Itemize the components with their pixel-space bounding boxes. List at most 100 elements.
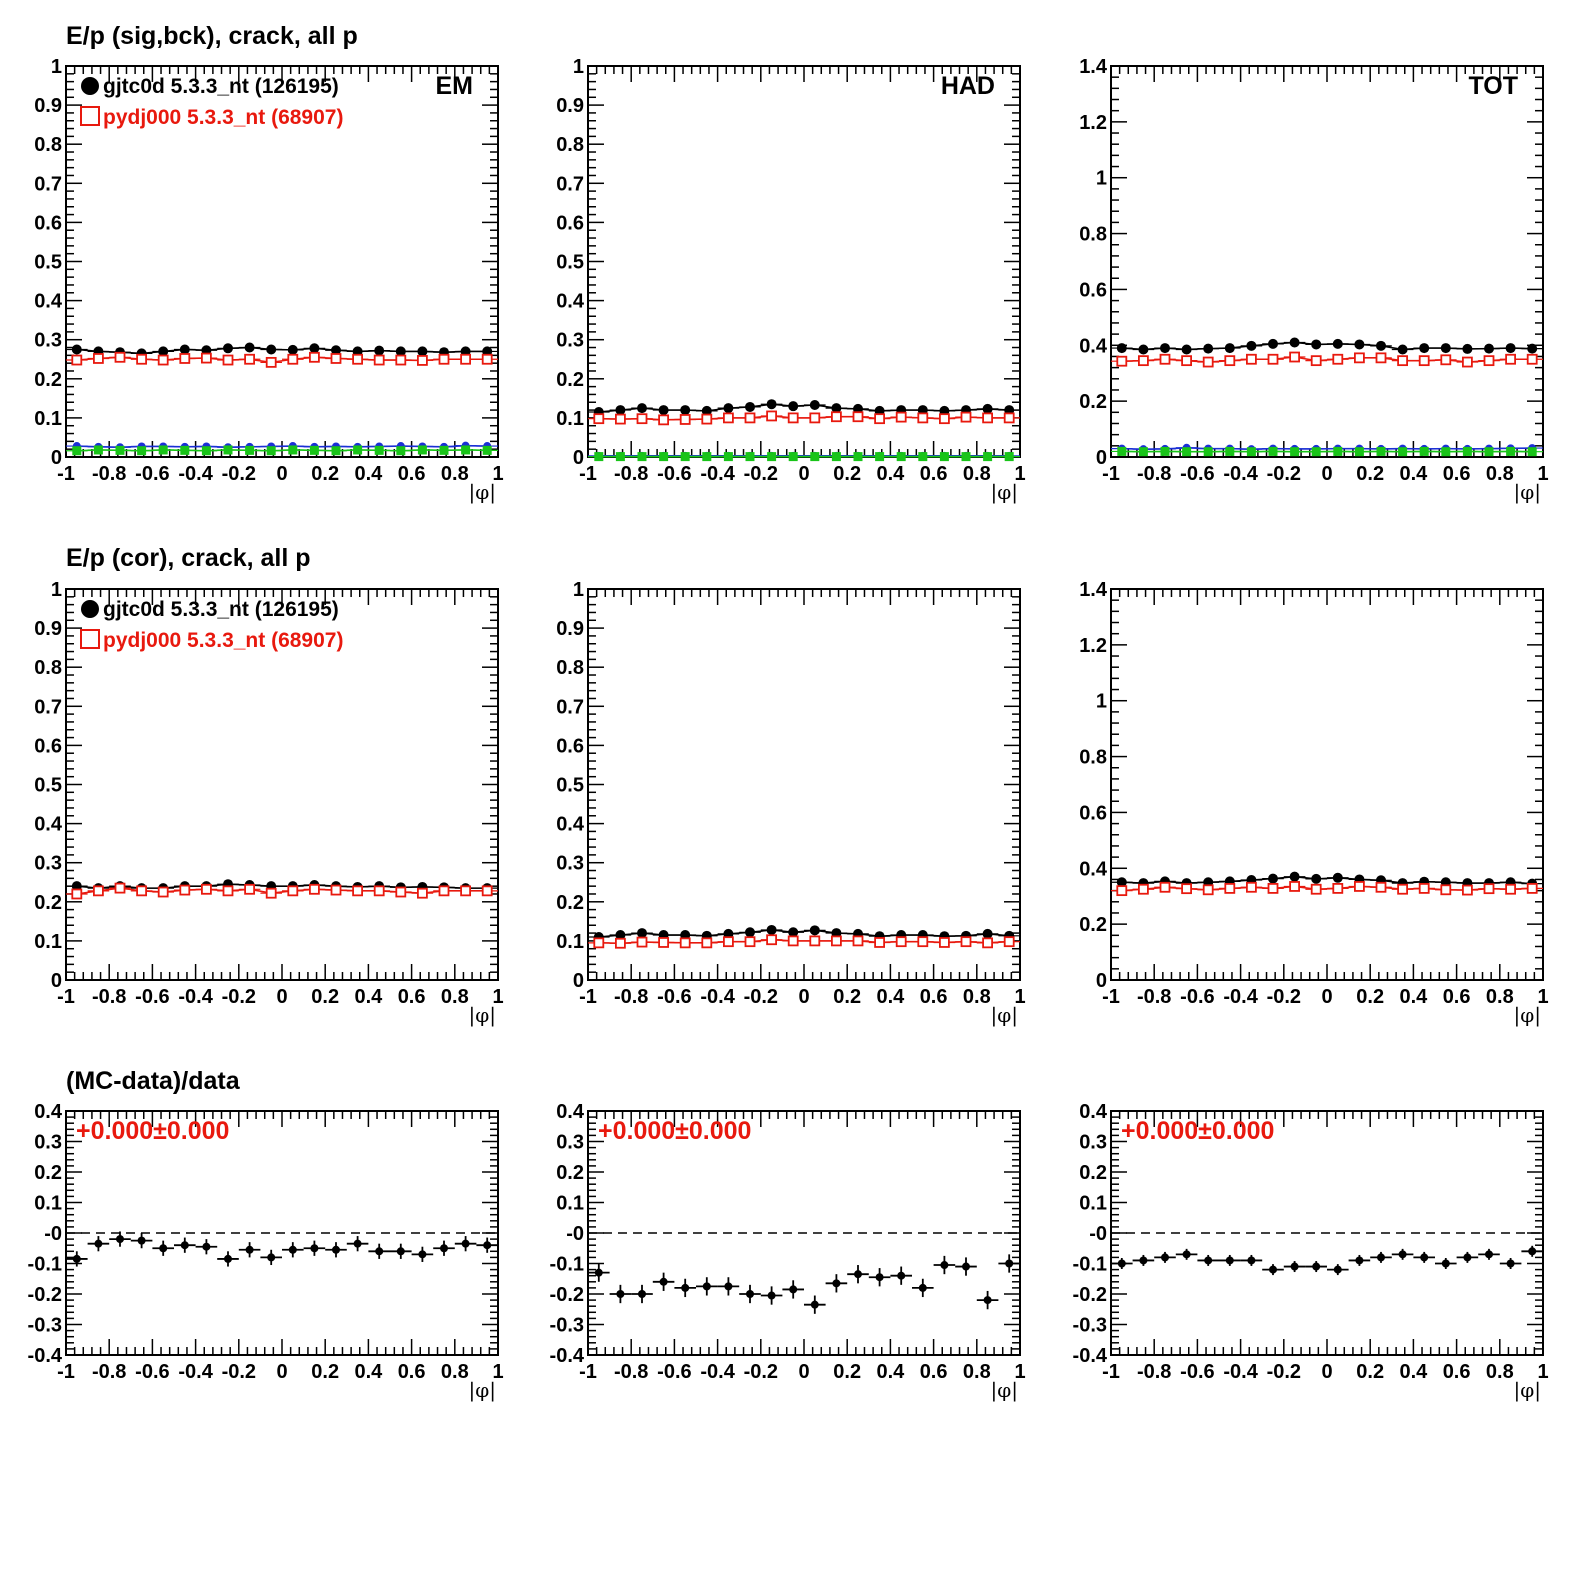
- data-point: [809, 925, 820, 936]
- x-tick-label: 0.2: [833, 1361, 861, 1383]
- series-open-square: [66, 882, 498, 900]
- bck-mc-point: [223, 445, 233, 455]
- x-tick-label: 0.6: [398, 1361, 426, 1383]
- bck-mc-point: [831, 452, 841, 462]
- bck-mc-point: [875, 452, 885, 462]
- mc-point: [352, 885, 364, 897]
- panel-cor-tot: 0 0.2 0.4 0.6 0.8 1 1.2 1.4 -1 -0.8 -0.6 -0.4 -0.2 0 0…: [1079, 579, 1548, 1028]
- ratio-point: [159, 1244, 168, 1253]
- x-tick-label: -0.8: [1137, 986, 1171, 1008]
- y-tick-label: 0: [573, 447, 584, 469]
- bck-mc-point: [659, 452, 669, 462]
- ratio-point: [1005, 1259, 1014, 1268]
- y-tick-label: 0.1: [556, 408, 584, 430]
- data-point: [1354, 339, 1365, 350]
- mc-point: [416, 887, 428, 899]
- mc-point: [831, 935, 842, 947]
- x-tick-label: 0: [1321, 1361, 1332, 1383]
- x-axis-label: |φ|: [991, 1378, 1018, 1403]
- fit-note: +0.000±0.000: [598, 1117, 751, 1145]
- bck-mc-point: [137, 446, 147, 456]
- x-tick-label: -0.6: [1180, 1361, 1214, 1383]
- x-tick-label: -1: [1102, 1361, 1120, 1383]
- y-tick-label: 0.4: [556, 291, 585, 313]
- x-tick-label: 1: [1014, 1361, 1025, 1383]
- mc-point: [1246, 353, 1257, 365]
- mc-point: [1159, 881, 1171, 893]
- data-point: [1484, 343, 1494, 354]
- y-tick-label: 0.3: [556, 853, 584, 875]
- mc-point: [416, 355, 428, 366]
- y-tick-label: -0.4: [550, 1345, 585, 1367]
- plot-frame: [587, 65, 1021, 458]
- legend-mc-label: pydj000 5.3.3_nt (68907): [103, 629, 343, 652]
- mc-point: [960, 411, 972, 423]
- y-tick-label: 0.8: [1079, 224, 1107, 246]
- ratio-point: [702, 1282, 711, 1291]
- x-axis-label: |φ|: [1514, 1378, 1541, 1403]
- ratio-point: [332, 1245, 340, 1254]
- y-tick-label: 0.9: [34, 95, 62, 117]
- bck-mc-point: [1004, 452, 1014, 462]
- y-tick-label: 0.4: [34, 291, 63, 313]
- mc-point: [308, 351, 320, 363]
- bck-mc-point: [266, 446, 276, 456]
- x-tick-label: -1: [57, 1361, 75, 1383]
- mc-point: [1418, 355, 1430, 367]
- data-point: [1289, 871, 1300, 882]
- bck-mc-point: [810, 452, 820, 462]
- plot-frame: [1110, 65, 1544, 458]
- y-tick-label: 0.5: [34, 252, 62, 274]
- panel-sigbck-had: 00.10.20.30.40.50.60.70.80.91-1 -0.8 -0.6-…: [556, 56, 1025, 505]
- data-point: [331, 345, 341, 356]
- mc-point: [874, 937, 885, 948]
- series-ratio-point: [588, 1254, 1020, 1314]
- row-title-cor: E/p (cor), crack, all p: [66, 544, 311, 572]
- mc-point: [1181, 883, 1192, 895]
- mc-point: [1375, 881, 1387, 893]
- x-tick-label: -0.8: [92, 463, 126, 485]
- series-filled-circle: [588, 924, 1020, 942]
- ratio-point: [875, 1273, 884, 1282]
- mc-point: [1246, 881, 1257, 893]
- mc-point: [373, 354, 385, 366]
- data-point: [1268, 873, 1278, 884]
- y-tick-label: 0.2: [34, 369, 62, 391]
- mc-point: [895, 936, 907, 948]
- y-tick-label: 0.4: [34, 814, 63, 836]
- y-tick-label: 0.2: [556, 369, 584, 391]
- x-tick-label: 0.8: [963, 463, 991, 485]
- bck-mc-point: [788, 452, 798, 462]
- ratio-point: [1463, 1253, 1472, 1262]
- x-tick-label: -0.2: [1267, 463, 1301, 485]
- bck-mc-point: [1117, 446, 1127, 456]
- bck-mc-point: [723, 452, 733, 462]
- series-filled-circle: [1111, 337, 1543, 355]
- x-tick-label: -0.8: [92, 986, 126, 1008]
- legend-data-label: gjtc0d 5.3.3_nt (126195): [103, 598, 339, 621]
- ratio-point: [418, 1250, 427, 1259]
- series-filled-circle: [588, 399, 1020, 418]
- x-tick-label: -0.6: [657, 463, 691, 485]
- y-tick-label: 0: [51, 970, 62, 992]
- series-open-square: [66, 351, 498, 368]
- mc-point: [809, 412, 821, 424]
- ratio-point: [1182, 1250, 1191, 1259]
- y-tick-label: 0: [573, 970, 584, 992]
- bck-mc-point: [594, 452, 604, 462]
- panel-label: TOT: [1468, 72, 1518, 100]
- y-tick-label: 0.8: [556, 657, 584, 679]
- ratio-point: [1247, 1256, 1256, 1265]
- ratio-point: [396, 1247, 405, 1256]
- y-tick-label: 1: [573, 579, 584, 601]
- x-tick-label: 0.4: [354, 986, 383, 1008]
- y-tick-label: 0.2: [1079, 914, 1107, 936]
- mc-point: [852, 935, 864, 947]
- mc-point: [1267, 353, 1279, 365]
- mc-point: [244, 883, 256, 895]
- data-point: [637, 928, 647, 939]
- y-tick-label: 0.4: [556, 1101, 585, 1123]
- x-tick-label: 0.4: [354, 463, 383, 485]
- x-tick-label: 1: [492, 463, 503, 485]
- ratio-point: [267, 1253, 276, 1262]
